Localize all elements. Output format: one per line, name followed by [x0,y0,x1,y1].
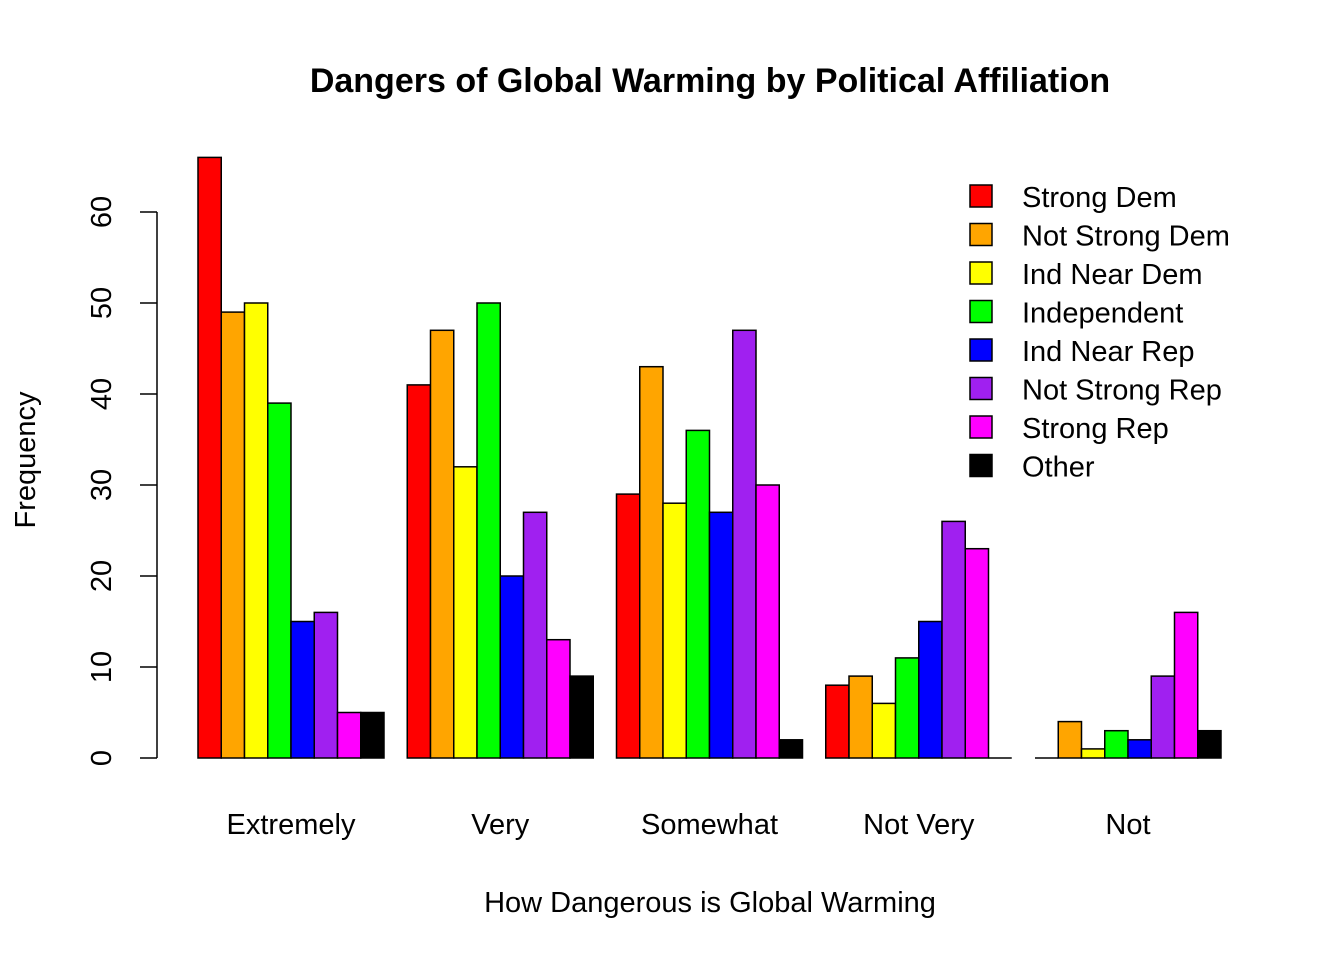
bar [547,640,570,758]
y-tick-label: 60 [86,196,118,228]
legend-swatch [970,416,992,438]
legend-label: Not Strong Dem [1022,221,1230,253]
bar [1175,612,1198,758]
legend-swatch [970,301,992,323]
bar [361,713,384,759]
bar-group [1035,612,1221,758]
bar [1105,731,1128,758]
y-tick-label: 20 [86,560,118,592]
legend-swatch [970,224,992,246]
bar [500,576,523,758]
legend-item: Not Strong Rep [970,375,1222,407]
legend-item: Strong Rep [970,413,1169,445]
bar [733,330,756,758]
y-tick-label: 30 [86,469,118,501]
bar-group [407,303,593,758]
y-tick-label: 10 [86,651,118,683]
bar [1082,749,1105,758]
bar-group [826,521,1012,758]
x-tick-label: Not Very [863,809,975,841]
bar [756,485,779,758]
legend-item: Ind Near Rep [970,336,1195,368]
bar [617,494,640,758]
legend: Strong Dem Not Strong Dem Ind Near Dem Inde… [970,182,1230,484]
legend-label: Ind Near Dem [1022,259,1203,291]
bar [1198,731,1221,758]
bar [245,303,268,758]
legend-label: Independent [1022,298,1183,330]
y-tick-label: 50 [86,287,118,319]
bar [431,330,454,758]
y-tick-label: 40 [86,378,118,410]
bar [663,503,686,758]
bar [291,622,314,759]
legend-item: Ind Near Dem [970,259,1203,291]
legend-swatch [970,455,992,477]
legend-label: Ind Near Rep [1022,336,1195,368]
bar [338,713,361,759]
x-axis-label: How Dangerous is Global Warming [484,887,936,919]
x-tick-label: Somewhat [641,809,778,841]
legend-swatch [970,262,992,284]
x-tick-label: Very [471,809,530,841]
legend-swatch [970,339,992,361]
legend-label: Not Strong Rep [1022,375,1222,407]
y-tick-label: 0 [86,750,118,766]
x-tick-label: Not [1105,809,1150,841]
bar [710,512,733,758]
legend-swatch [970,185,992,207]
bar [477,303,500,758]
legend-label: Other [1022,452,1095,484]
bar [314,612,337,758]
bar [826,685,849,758]
bar-group [617,330,803,758]
y-axis-label: Frequency [10,391,42,529]
bar [965,549,988,758]
chart-title: Dangers of Global Warming by Political A… [310,62,1110,100]
bar [1058,722,1081,758]
legend-item: Independent [970,298,1183,330]
bar [524,512,547,758]
x-tick-label: Extremely [227,809,356,841]
bar [872,703,895,758]
bar [1151,676,1174,758]
bar [268,403,291,758]
bar [1128,740,1151,758]
bar [896,658,919,758]
bar [570,676,593,758]
bar [407,385,430,758]
legend-item: Other [970,452,1095,484]
legend-item: Not Strong Dem [970,221,1230,253]
bar [942,521,965,758]
bar [221,312,244,758]
bar [686,430,709,758]
bar [849,676,872,758]
x-tick-labels: Extremely Very Somewhat Not Very Not [227,809,1151,841]
legend-label: Strong Dem [1022,182,1177,214]
bar [779,740,802,758]
y-axis: 0 10 20 30 40 50 60 [86,196,157,766]
legend-label: Strong Rep [1022,413,1169,445]
bar-group [198,157,384,758]
bar [198,157,221,758]
legend-swatch [970,378,992,400]
legend-item: Strong Dem [970,182,1177,214]
bar [919,622,942,759]
bar [454,467,477,758]
bar [640,367,663,758]
